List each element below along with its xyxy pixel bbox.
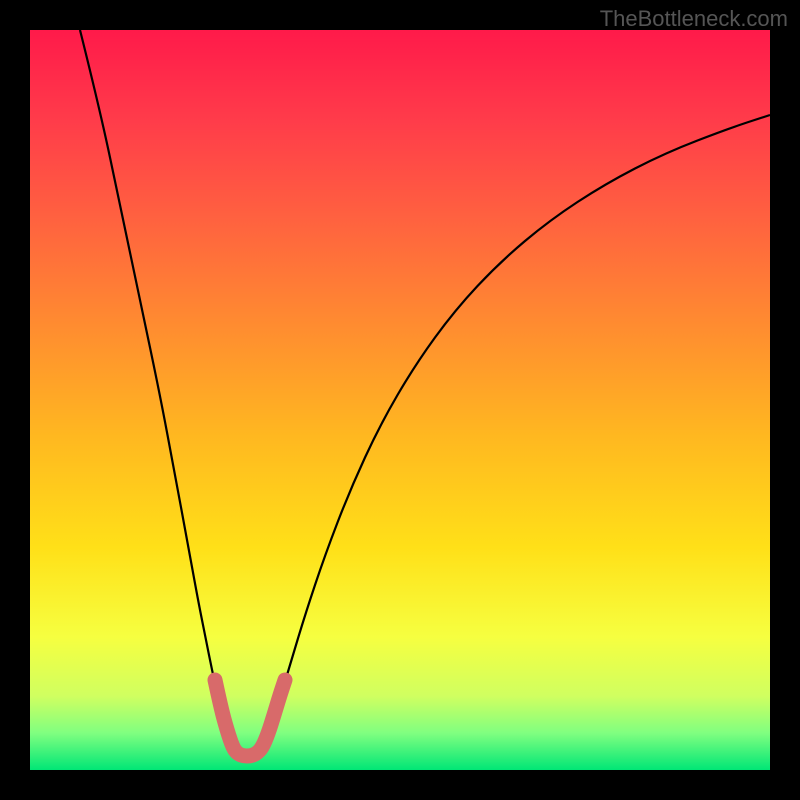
chart-plot <box>0 0 800 800</box>
plot-background <box>30 30 770 770</box>
chart-container: TheBottleneck.com <box>0 0 800 800</box>
watermark-text: TheBottleneck.com <box>600 6 788 32</box>
